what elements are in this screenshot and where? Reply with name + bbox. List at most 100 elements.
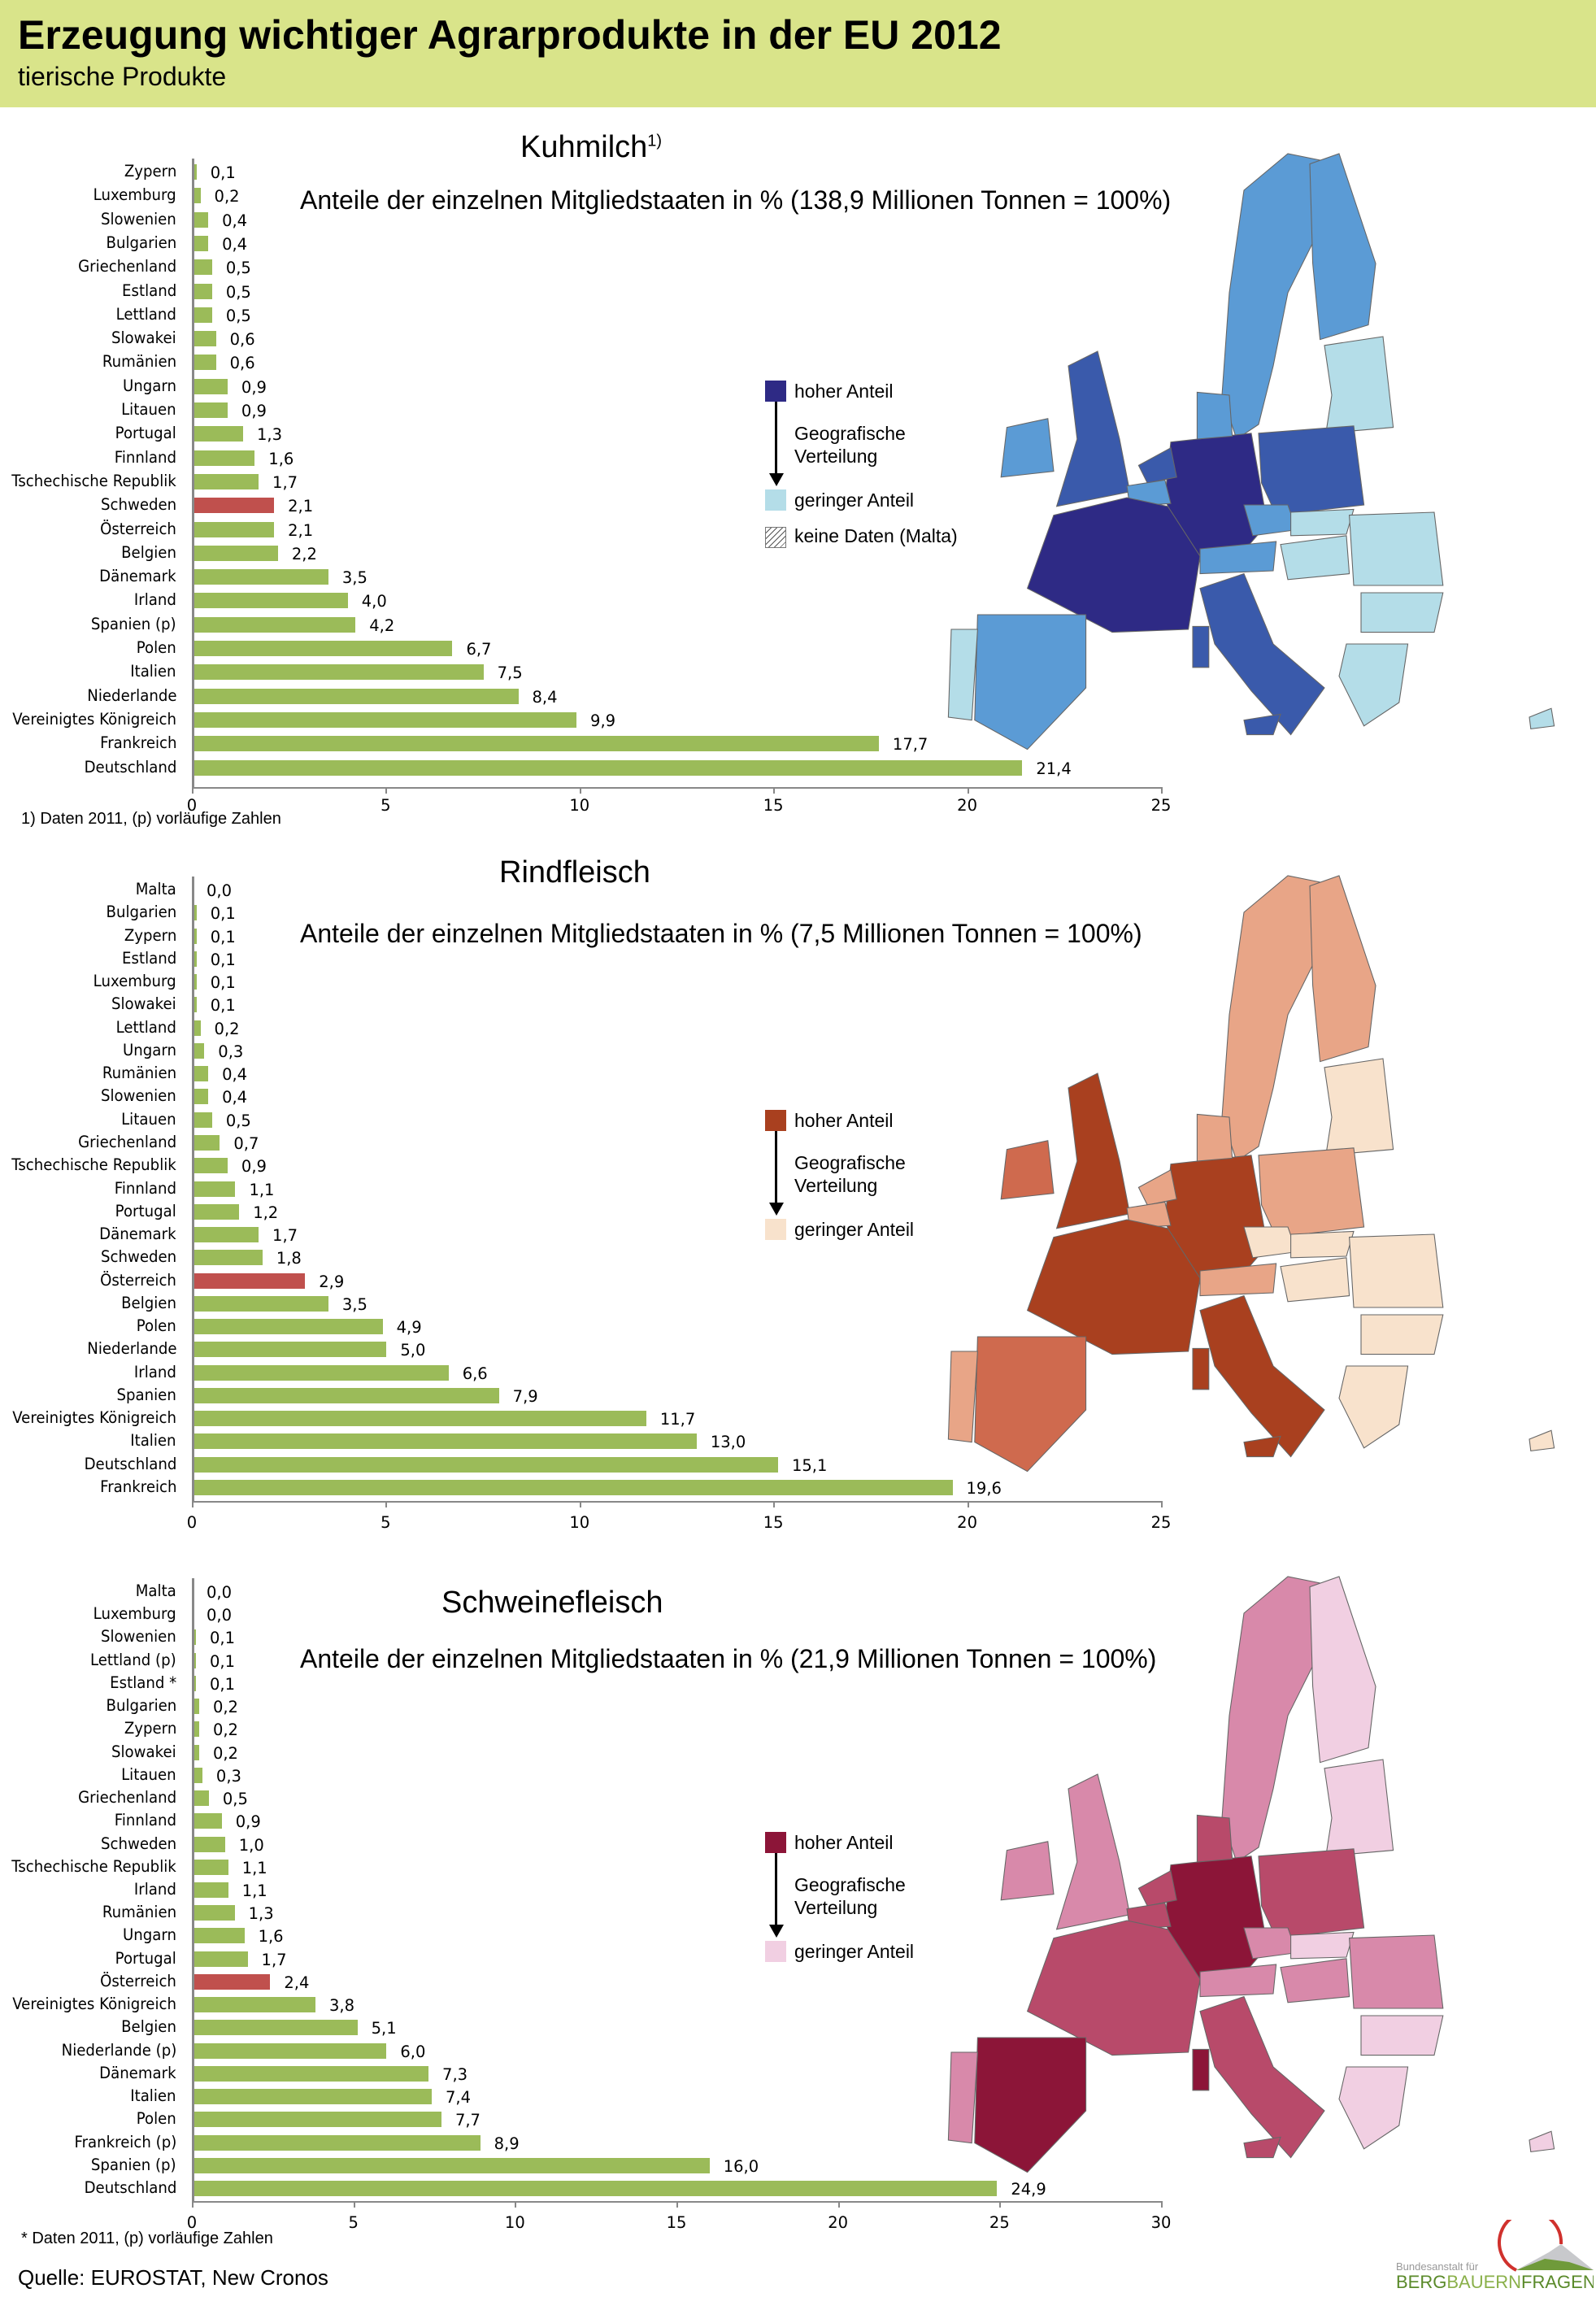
value-label: 0,9 <box>241 402 267 420</box>
bar <box>193 1203 240 1220</box>
value-label: 0,1 <box>210 996 236 1016</box>
map-region-dk <box>1196 391 1233 440</box>
category-label: Griechenland <box>78 1788 176 1808</box>
bar <box>193 664 484 681</box>
map-region-sar <box>1192 625 1210 668</box>
category-label: Bulgarien <box>106 1696 176 1716</box>
category-label: Italien <box>130 2086 176 2106</box>
x-tick-mark <box>676 2201 678 2208</box>
map-region-gr <box>1338 1365 1409 1449</box>
bar <box>193 928 197 944</box>
chart-subtitle: Anteile der einzelnen Mitgliedstaaten in… <box>300 919 1142 948</box>
map-region-uk <box>1055 1773 1131 1930</box>
map-region-es <box>974 1336 1087 1473</box>
bar <box>193 498 275 514</box>
category-label: Slowakei <box>111 328 176 348</box>
map-region-bg <box>1360 1314 1444 1355</box>
category-label: Slowakei <box>111 994 176 1014</box>
legend-arrow-head <box>769 1203 784 1216</box>
chart-footnote: 1) Daten 2011, (p) vorläufige Zahlen <box>21 810 281 828</box>
bar <box>193 1112 212 1128</box>
map-region-nl <box>1137 446 1177 484</box>
eu-map <box>947 875 1555 1473</box>
value-label: 7,5 <box>497 663 523 683</box>
y-axis-line <box>192 877 194 1501</box>
source-note: Quelle: EUROSTAT, New Cronos <box>18 2265 328 2290</box>
page-title: Erzeugung wichtiger Agrarprodukte in der… <box>18 12 1002 58</box>
bar <box>193 2065 429 2082</box>
category-label: Frankreich (p) <box>74 2132 176 2151</box>
map-region-se <box>1221 1576 1325 1863</box>
map-region-cy <box>1529 2130 1555 2153</box>
value-label: 6,6 <box>462 1364 488 1383</box>
x-tick-label: 10 <box>569 796 590 815</box>
chart-title-text: Rindfleisch <box>499 855 650 890</box>
legend-high-label: hoher Anteil <box>794 1110 894 1131</box>
value-label: 0,5 <box>222 1790 248 1809</box>
value-label: 5,1 <box>371 2019 397 2038</box>
map-region-hu <box>1280 535 1350 581</box>
x-tick-label: 25 <box>989 2213 1010 2232</box>
bar <box>193 1480 953 1496</box>
x-tick-label: 10 <box>504 2213 525 2232</box>
bar <box>193 1859 228 1875</box>
value-label: 0,7 <box>233 1133 259 1153</box>
footnote-marker: 1) <box>647 132 663 150</box>
x-tick-label: 0 <box>186 796 198 815</box>
value-label: 1,3 <box>256 425 282 445</box>
legend-arrow <box>775 1131 777 1204</box>
map-region-hu <box>1280 1958 1350 2003</box>
legend-arrow-head <box>769 1925 784 1938</box>
map-region-se <box>1221 875 1325 1162</box>
map-region-es <box>974 614 1087 750</box>
category-label: Tschechische Republik <box>11 1856 176 1876</box>
svg-text:BERGBAUERNFRAGEN: BERGBAUERNFRAGEN <box>1396 2272 1594 2292</box>
eu-map <box>947 1576 1555 2173</box>
legend-swatch-high <box>765 381 786 402</box>
legend-mid-label: Verteilung <box>794 1175 878 1196</box>
chart-subtitle: Anteile der einzelnen Mitgliedstaaten in… <box>300 185 1172 215</box>
value-label: 2,9 <box>319 1272 345 1291</box>
x-tick-label: 25 <box>1150 796 1172 815</box>
x-tick-mark <box>1161 2201 1163 2208</box>
value-label: 0,0 <box>207 1606 233 1625</box>
bar <box>193 2089 433 2105</box>
category-label: Finnland <box>114 1178 176 1198</box>
value-label: 21,4 <box>1036 759 1072 778</box>
bar <box>193 473 259 489</box>
category-label: Frankreich <box>99 1477 176 1497</box>
category-label: Niederlande <box>86 685 176 705</box>
bar <box>193 1158 228 1174</box>
bar <box>193 1951 248 1967</box>
category-label: Luxemburg <box>93 1604 176 1624</box>
value-label: 6,0 <box>400 2042 426 2061</box>
category-label: Polen <box>136 1316 176 1336</box>
value-label: 2,1 <box>288 497 314 516</box>
bar <box>193 450 255 466</box>
bar <box>193 402 228 418</box>
value-label: 1,2 <box>253 1203 279 1222</box>
value-label: 0,9 <box>235 1812 261 1832</box>
map-region-sk <box>1290 1230 1355 1259</box>
value-label: 7,7 <box>454 2111 481 2130</box>
x-tick-label: 0 <box>186 2213 198 2232</box>
map-region-es <box>974 2037 1087 2173</box>
map-region-dk <box>1196 1113 1233 1162</box>
x-tick-label: 20 <box>957 796 978 815</box>
bar <box>193 188 201 204</box>
bar <box>193 2180 998 2196</box>
category-label: Belgien <box>121 1293 176 1312</box>
chart-title-text: Kuhmilch <box>520 130 648 164</box>
value-label: 0,4 <box>222 211 248 230</box>
legend-swatch-low <box>765 1219 786 1240</box>
bar <box>193 259 212 276</box>
legend-nodata-label: keine Daten (Malta) <box>794 525 958 546</box>
bar <box>193 951 197 967</box>
bar <box>193 569 328 585</box>
map-region-gr <box>1338 643 1409 727</box>
value-label: 0,6 <box>229 330 255 350</box>
value-label: 19,6 <box>966 1479 1002 1499</box>
category-label: Schweden <box>100 1834 176 1853</box>
category-label: Spanien (p) <box>91 2155 176 2174</box>
map-region-fr <box>1026 497 1201 633</box>
